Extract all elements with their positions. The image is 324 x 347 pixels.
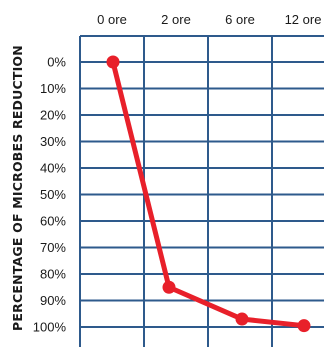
data-point	[162, 280, 176, 294]
y-tick-label: 0%	[47, 55, 66, 70]
x-tick-labels: 0 ore 2 ore 6 ore 12 ore	[97, 12, 321, 27]
y-tick-label: 80%	[40, 267, 66, 282]
y-tick-label: 40%	[40, 161, 66, 176]
y-tick-label: 100%	[33, 320, 67, 335]
y-tick-label: 20%	[40, 108, 66, 123]
y-tick-label: 70%	[40, 240, 66, 255]
y-tick-label: 90%	[40, 293, 66, 308]
x-tick-label: 12 ore	[285, 12, 322, 27]
x-tick-label: 6 ore	[225, 12, 255, 27]
y-tick-label: 50%	[40, 187, 66, 202]
x-tick-label: 0 ore	[97, 12, 127, 27]
y-tick-label: 60%	[40, 214, 66, 229]
y-tick-label: 30%	[40, 134, 66, 149]
series-line	[110, 59, 307, 329]
series-layer	[106, 55, 311, 333]
y-tick-labels: 0% 10% 20% 30% 40% 50% 60% 70% 80% 90% 100%	[33, 55, 67, 335]
data-point	[235, 312, 249, 326]
y-axis-label: PERCENTAGE OF MICROBES REDUCTION	[10, 45, 25, 331]
x-tick-label: 2 ore	[161, 12, 191, 27]
grid-layer	[79, 35, 324, 347]
y-tick-label: 10%	[40, 81, 66, 96]
data-point	[297, 319, 311, 333]
data-point	[106, 55, 120, 69]
